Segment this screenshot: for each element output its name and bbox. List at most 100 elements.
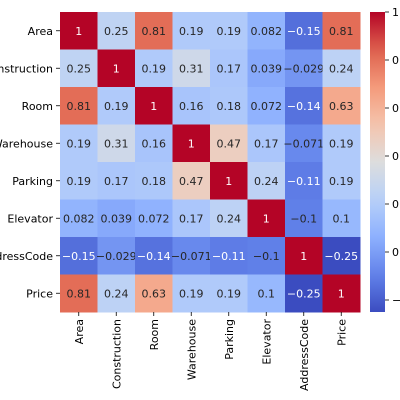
cell-value-label: 0.072 (251, 100, 283, 113)
heatmap-cell (322, 87, 361, 125)
heatmap-cell (247, 49, 286, 88)
cell-value-label: −0.1 (253, 250, 280, 263)
heatmap-cell (322, 162, 361, 200)
heatmap-cell (285, 12, 323, 50)
cell-value-label: 0.1 (333, 212, 351, 225)
heatmap-cell (60, 124, 98, 163)
heatmap-cell (322, 199, 361, 238)
heatmap-cell (60, 87, 98, 125)
colorbar-tick-label: 0.8 (392, 54, 400, 67)
cell-value-label: 0.072 (138, 212, 170, 225)
x-tick-label: Parking (223, 319, 236, 360)
heatmap-cell (135, 124, 173, 163)
cell-value-label: 0.25 (104, 25, 129, 38)
cell-value-label: 0.19 (179, 287, 204, 300)
cell-value-label: 0.81 (142, 25, 167, 38)
cell-value-label: 0.039 (101, 212, 133, 225)
cell-value-label: 0.18 (217, 100, 242, 113)
heatmap-cell (210, 87, 248, 125)
heatmap-cell (97, 237, 136, 275)
cell-value-label: −0.1 (290, 212, 317, 225)
heatmap-cell (285, 87, 323, 125)
cell-value-label: 0.63 (142, 287, 167, 300)
colorbar-tick-label: 0.0 (392, 246, 400, 259)
cell-value-label: −0.25 (324, 250, 358, 263)
heatmap-cell (172, 124, 211, 163)
y-tick-label: Parking (12, 175, 53, 188)
colorbar (370, 12, 385, 312)
heatmap-cell (247, 199, 286, 238)
cell-value-label: 0.19 (329, 137, 354, 150)
cell-value-label: 0.47 (179, 175, 204, 188)
cell-value-label: 0.63 (329, 100, 354, 113)
cell-value-label: 0.17 (217, 62, 242, 75)
cell-value-label: 0.17 (179, 212, 204, 225)
y-tick-label: AddressCode (0, 250, 53, 263)
heatmap-cell (60, 237, 98, 275)
heatmap-cell (172, 49, 211, 88)
cell-value-label: 0.19 (329, 175, 354, 188)
heatmap-cell (172, 87, 211, 125)
cell-value-label: 0.25 (67, 62, 92, 75)
heatmap-cell (285, 237, 323, 275)
cell-value-label: −0.029 (96, 250, 137, 263)
x-tick-label: Warehouse (185, 319, 198, 380)
heatmap-cell (285, 199, 323, 238)
heatmap-cell (172, 162, 211, 200)
x-tick-label: Price (335, 319, 348, 346)
heatmap-cell (247, 237, 286, 275)
cell-value-label: 0.24 (254, 175, 279, 188)
cell-value-label: 0.17 (104, 175, 129, 188)
heatmap-cell (60, 49, 98, 88)
cell-value-label: 0.082 (63, 212, 95, 225)
colorbar-tick-label: −0.2 (392, 294, 400, 307)
cell-value-label: −0.25 (287, 287, 321, 300)
heatmap-cell (97, 199, 136, 238)
heatmap-cell (285, 124, 323, 163)
x-tick-label: Construction (110, 319, 123, 389)
heatmap-cell (247, 12, 286, 50)
cell-value-label: 0.039 (251, 62, 283, 75)
cell-value-label: 0.19 (67, 175, 92, 188)
heatmap-cell (97, 87, 136, 125)
cell-value-label: 0.1 (258, 287, 276, 300)
heatmap-cell (210, 124, 248, 163)
heatmap-cell (210, 12, 248, 50)
cell-value-label: −0.11 (212, 250, 246, 263)
y-tick-label: Warehouse (0, 137, 53, 150)
heatmap-cell (322, 274, 361, 313)
cell-value-label: 1 (188, 137, 195, 150)
heatmap-cell (172, 237, 211, 275)
colorbar-tick-label: 0.6 (392, 102, 400, 115)
cell-value-label: 0.24 (329, 62, 354, 75)
cell-value-label: 1 (113, 62, 120, 75)
cell-value-label: 0.17 (254, 137, 279, 150)
heatmap-cell (97, 49, 136, 88)
heatmap-cell (97, 12, 136, 50)
cell-value-label: 0.31 (179, 62, 204, 75)
y-tick-label: Price (26, 287, 53, 300)
cell-value-label: 0.81 (67, 287, 92, 300)
cell-value-label: 1 (225, 175, 232, 188)
cell-value-label: 0.19 (104, 100, 129, 113)
heatmap-cell (135, 274, 173, 313)
heatmap-cell (322, 237, 361, 275)
cell-value-label: 0.16 (142, 137, 167, 150)
colorbar-tick-label: 1.0 (392, 6, 400, 19)
cell-value-label: 0.19 (217, 287, 242, 300)
heatmap-cell (60, 12, 98, 50)
cell-value-label: 1 (263, 212, 270, 225)
y-tick-label: Area (28, 25, 53, 38)
cell-value-label: 1 (75, 25, 82, 38)
heatmap-cell (247, 87, 286, 125)
heatmap-cell (172, 12, 211, 50)
cell-value-label: 1 (338, 287, 345, 300)
cell-value-label: 1 (150, 100, 157, 113)
heatmap-cell (247, 274, 286, 313)
y-tick-label: Room (22, 100, 53, 113)
heatmap-cell (135, 199, 173, 238)
y-tick-label: Elevator (7, 212, 53, 225)
heatmap-cell (285, 162, 323, 200)
heatmap-cell (97, 162, 136, 200)
colorbar-tick-label: 0.4 (392, 150, 400, 163)
